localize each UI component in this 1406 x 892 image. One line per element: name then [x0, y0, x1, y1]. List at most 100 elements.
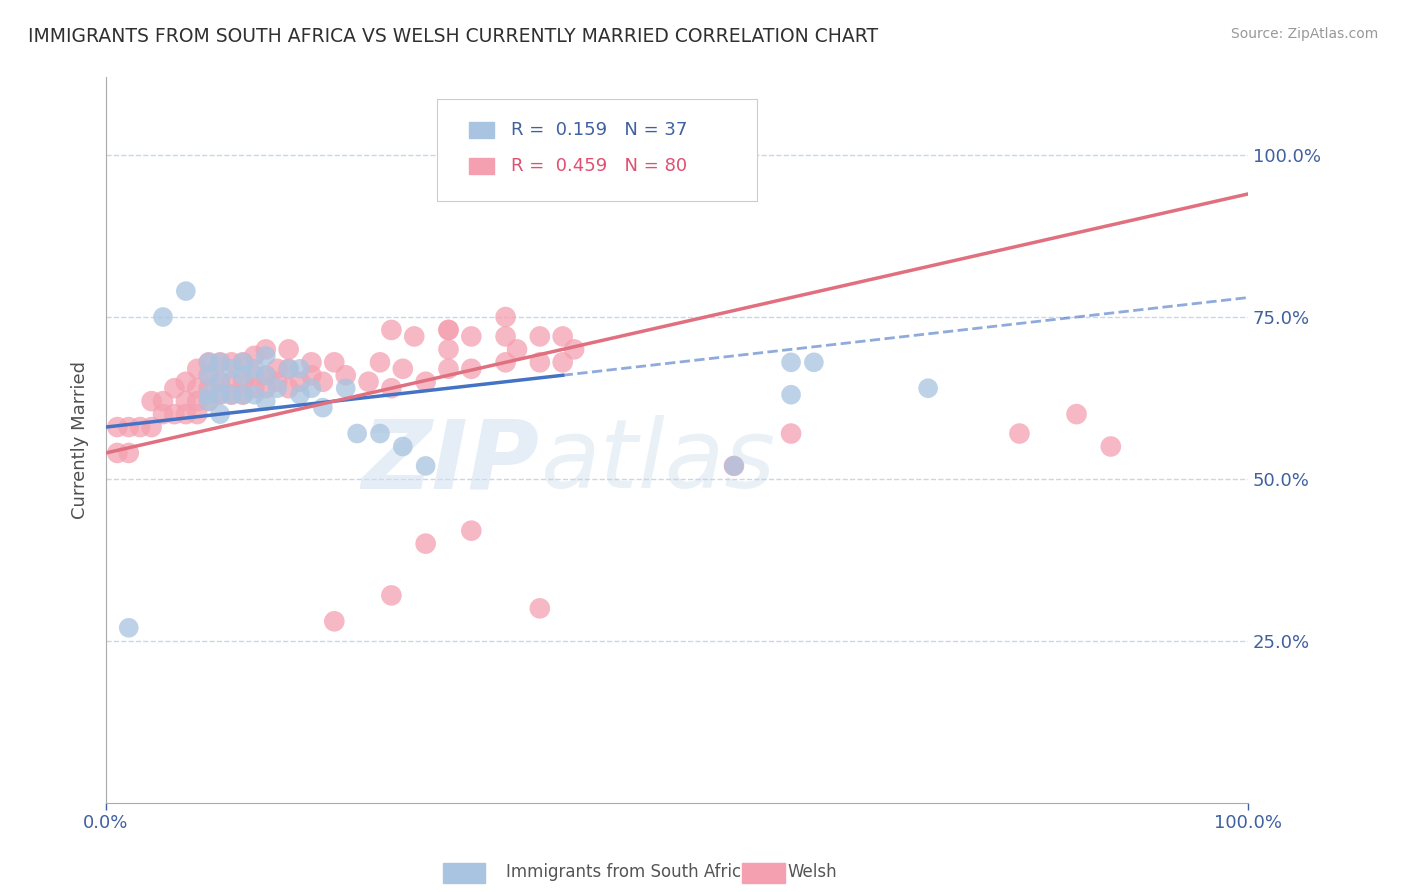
Point — [221, 387, 243, 401]
Point — [141, 420, 163, 434]
Point — [380, 588, 402, 602]
Point — [118, 446, 141, 460]
Point — [323, 615, 346, 629]
Point — [460, 329, 482, 343]
Point — [323, 355, 346, 369]
Text: R =  0.159   N = 37: R = 0.159 N = 37 — [512, 120, 688, 138]
Point — [197, 355, 219, 369]
Point — [266, 375, 288, 389]
Point — [288, 361, 311, 376]
Point — [506, 343, 529, 357]
Point — [243, 387, 266, 401]
Point — [243, 368, 266, 383]
Point — [254, 349, 277, 363]
Point — [529, 329, 551, 343]
Point — [437, 323, 460, 337]
Point — [803, 355, 825, 369]
Point — [437, 343, 460, 357]
Point — [186, 407, 208, 421]
Point — [551, 329, 574, 343]
Point — [141, 394, 163, 409]
Point — [723, 458, 745, 473]
Point — [312, 375, 335, 389]
Point — [254, 394, 277, 409]
Point — [174, 394, 197, 409]
Bar — [470, 121, 494, 137]
Point — [415, 536, 437, 550]
Point — [152, 407, 174, 421]
Point — [368, 355, 391, 369]
Point — [301, 368, 323, 383]
Point — [254, 343, 277, 357]
Point — [105, 420, 128, 434]
Point — [277, 343, 299, 357]
Point — [495, 310, 517, 324]
Point — [357, 375, 380, 389]
Point — [562, 343, 585, 357]
Point — [232, 368, 254, 383]
Point — [277, 361, 299, 376]
Point — [174, 407, 197, 421]
Point — [209, 355, 232, 369]
Point — [254, 368, 277, 383]
Point — [118, 621, 141, 635]
Point — [197, 394, 219, 409]
Point — [118, 420, 141, 434]
Point — [221, 355, 243, 369]
Point — [232, 355, 254, 369]
Point — [152, 394, 174, 409]
Point — [1066, 407, 1088, 421]
Point — [209, 407, 232, 421]
Point — [437, 361, 460, 376]
Point — [186, 361, 208, 376]
Point — [152, 310, 174, 324]
Point — [277, 381, 299, 395]
Point — [105, 446, 128, 460]
Y-axis label: Currently Married: Currently Married — [72, 361, 89, 519]
Point — [186, 394, 208, 409]
Point — [197, 368, 219, 383]
Point — [129, 420, 152, 434]
Point — [163, 407, 186, 421]
Point — [288, 387, 311, 401]
Point — [780, 355, 803, 369]
FancyBboxPatch shape — [437, 99, 756, 201]
Point — [312, 401, 335, 415]
Point — [460, 524, 482, 538]
Point — [232, 387, 254, 401]
Point — [917, 381, 939, 395]
Point — [163, 381, 186, 395]
Point — [551, 355, 574, 369]
Point — [266, 361, 288, 376]
Point — [197, 355, 219, 369]
Point — [186, 381, 208, 395]
Point — [415, 458, 437, 473]
Text: ZIP: ZIP — [361, 416, 540, 508]
Point — [495, 329, 517, 343]
Point — [1099, 440, 1122, 454]
Point — [232, 375, 254, 389]
Text: IMMIGRANTS FROM SOUTH AFRICA VS WELSH CURRENTLY MARRIED CORRELATION CHART: IMMIGRANTS FROM SOUTH AFRICA VS WELSH CU… — [28, 27, 879, 45]
Point — [460, 361, 482, 376]
Point — [437, 323, 460, 337]
Point — [266, 381, 288, 395]
Point — [243, 381, 266, 395]
Point — [380, 323, 402, 337]
Point — [346, 426, 368, 441]
Point — [529, 601, 551, 615]
Point — [301, 355, 323, 369]
Point — [243, 361, 266, 376]
Point — [391, 440, 413, 454]
Point — [197, 387, 219, 401]
Point — [368, 426, 391, 441]
Point — [209, 387, 232, 401]
Point — [529, 355, 551, 369]
Point — [335, 368, 357, 383]
Point — [221, 375, 243, 389]
Point — [277, 361, 299, 376]
Point — [232, 355, 254, 369]
Point — [243, 349, 266, 363]
Text: Immigrants from South Africa: Immigrants from South Africa — [506, 863, 751, 881]
Point — [780, 387, 803, 401]
Text: atlas: atlas — [540, 416, 775, 508]
